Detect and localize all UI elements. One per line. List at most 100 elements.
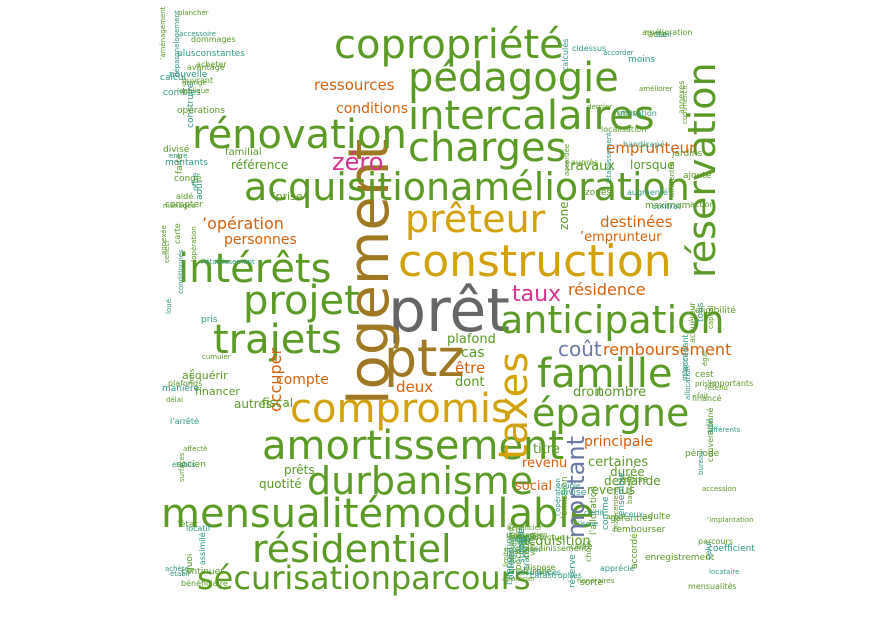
small-word: accordé — [630, 533, 640, 569]
small-word: financé — [692, 394, 722, 403]
small-word: ’aménagement — [159, 6, 167, 60]
small-word: cidessus — [572, 44, 607, 53]
word-projet: projet — [243, 278, 360, 324]
small-word: ménages — [163, 202, 196, 210]
word-autres: autres — [234, 397, 272, 411]
small-word: divise — [560, 488, 587, 498]
word-anticipation: anticipation — [500, 298, 725, 342]
small-word: vente — [528, 533, 537, 556]
small-word: bancaire — [626, 473, 634, 504]
small-word: seule — [510, 533, 529, 541]
small-word: couple — [557, 482, 581, 490]
word-dont: dont — [455, 375, 485, 390]
small-word: naturelle — [512, 567, 553, 577]
small-word: conditionnés — [177, 249, 185, 294]
small-word: catastrophes — [530, 571, 582, 580]
word-nombre: nombre — [596, 385, 647, 400]
word-renovation: rénovation — [192, 112, 407, 158]
word-familial: familial — [225, 147, 262, 158]
word-deux: deux — [396, 378, 434, 396]
small-word: retenu — [705, 384, 728, 392]
small-word: contrat — [652, 202, 681, 211]
word-revenus: revenus — [587, 483, 635, 497]
small-word: montants — [165, 158, 208, 168]
small-word: congé — [174, 174, 202, 184]
word-quotite: quotité — [259, 477, 302, 491]
word-acquisition-s: ’acquisition — [516, 534, 591, 549]
word-compromis: compromis — [290, 386, 512, 432]
small-word: enregistrement — [645, 553, 715, 563]
small-word: accorder — [603, 49, 634, 57]
small-word: garanties — [610, 514, 653, 524]
small-word: accession — [702, 485, 737, 493]
small-word: ’issue — [578, 520, 599, 528]
word-trajets: trajets — [213, 317, 342, 363]
word-taxes: taxes — [491, 351, 537, 460]
small-word: dernier — [587, 103, 613, 111]
word-ptz: ptz — [384, 329, 465, 389]
small-word: prises — [695, 380, 716, 388]
small-word: grange — [182, 79, 207, 87]
word-compte: compte — [276, 372, 329, 388]
small-word: localisation — [601, 125, 647, 134]
small-word: ’achat — [604, 513, 626, 521]
word-lorsque: lorsque — [630, 158, 675, 172]
small-word: bureau — [697, 450, 705, 475]
small-word: bénéficiaire — [181, 579, 228, 588]
small-word: augmenté — [627, 188, 668, 197]
small-word: émise — [621, 475, 649, 485]
word-droit: droit — [573, 385, 603, 400]
small-word: manière — [162, 384, 200, 394]
small-word: assainissement — [525, 544, 587, 553]
small-word: dépargnelogement — [173, 10, 181, 77]
small-word: sorte — [580, 578, 603, 588]
word-prets: prêts — [284, 463, 315, 477]
small-word: coefficient — [708, 544, 755, 554]
word-plafond: plafond — [447, 332, 496, 347]
small-word: égal — [701, 351, 709, 366]
small-word: ’établissement — [605, 132, 613, 184]
small-word: assurances — [516, 568, 562, 577]
small-word: divisé — [163, 145, 190, 155]
word-social: social — [515, 479, 553, 494]
small-word: moins — [628, 55, 656, 65]
small-word: ’option — [516, 546, 541, 554]
small-word: crédit — [584, 509, 605, 517]
small-word: ’opération — [190, 226, 198, 262]
word-pret: prêt — [388, 276, 510, 346]
small-word: établis — [172, 461, 196, 469]
word-titre: titre — [533, 442, 560, 457]
word-demande: demande — [604, 474, 661, 488]
small-word: locatif — [186, 524, 211, 533]
word-epargne: épargne — [532, 391, 690, 435]
small-word: rembourser — [613, 525, 666, 535]
small-word: six — [514, 547, 527, 557]
small-word: ouvrant — [182, 76, 214, 85]
small-word: ’applique — [177, 87, 210, 95]
word-interets: intérêts — [178, 246, 332, 292]
small-word: honoraires — [577, 577, 615, 585]
word-certaines: certaines — [588, 455, 649, 470]
small-word: ’implantation — [707, 516, 754, 524]
small-word: capital — [707, 305, 715, 329]
small-word: zones — [585, 188, 612, 198]
small-word: bénéficier — [507, 524, 542, 532]
small-word: acheter — [196, 60, 227, 69]
small-word: ’acte — [645, 30, 668, 40]
small-word: ’octroi — [510, 535, 533, 543]
small-word: nouvelle — [169, 70, 208, 80]
word-emprunteur1: emprunteur — [606, 139, 696, 157]
small-word: améliorer — [639, 85, 673, 93]
word-conditions: conditions — [336, 101, 409, 117]
small-word: ancien — [176, 460, 206, 470]
word-cout: coût — [558, 337, 602, 361]
word-taux: taux — [512, 282, 562, 307]
small-word: locataire — [709, 568, 740, 576]
small-word: celleci — [163, 240, 171, 263]
small-word: durées — [612, 109, 636, 117]
word-acquerir: acquérir — [182, 369, 228, 382]
small-word: carte — [173, 223, 182, 244]
word-zone: zone — [557, 201, 571, 230]
small-word: entre — [169, 152, 188, 160]
small-word: afférents — [709, 426, 741, 434]
